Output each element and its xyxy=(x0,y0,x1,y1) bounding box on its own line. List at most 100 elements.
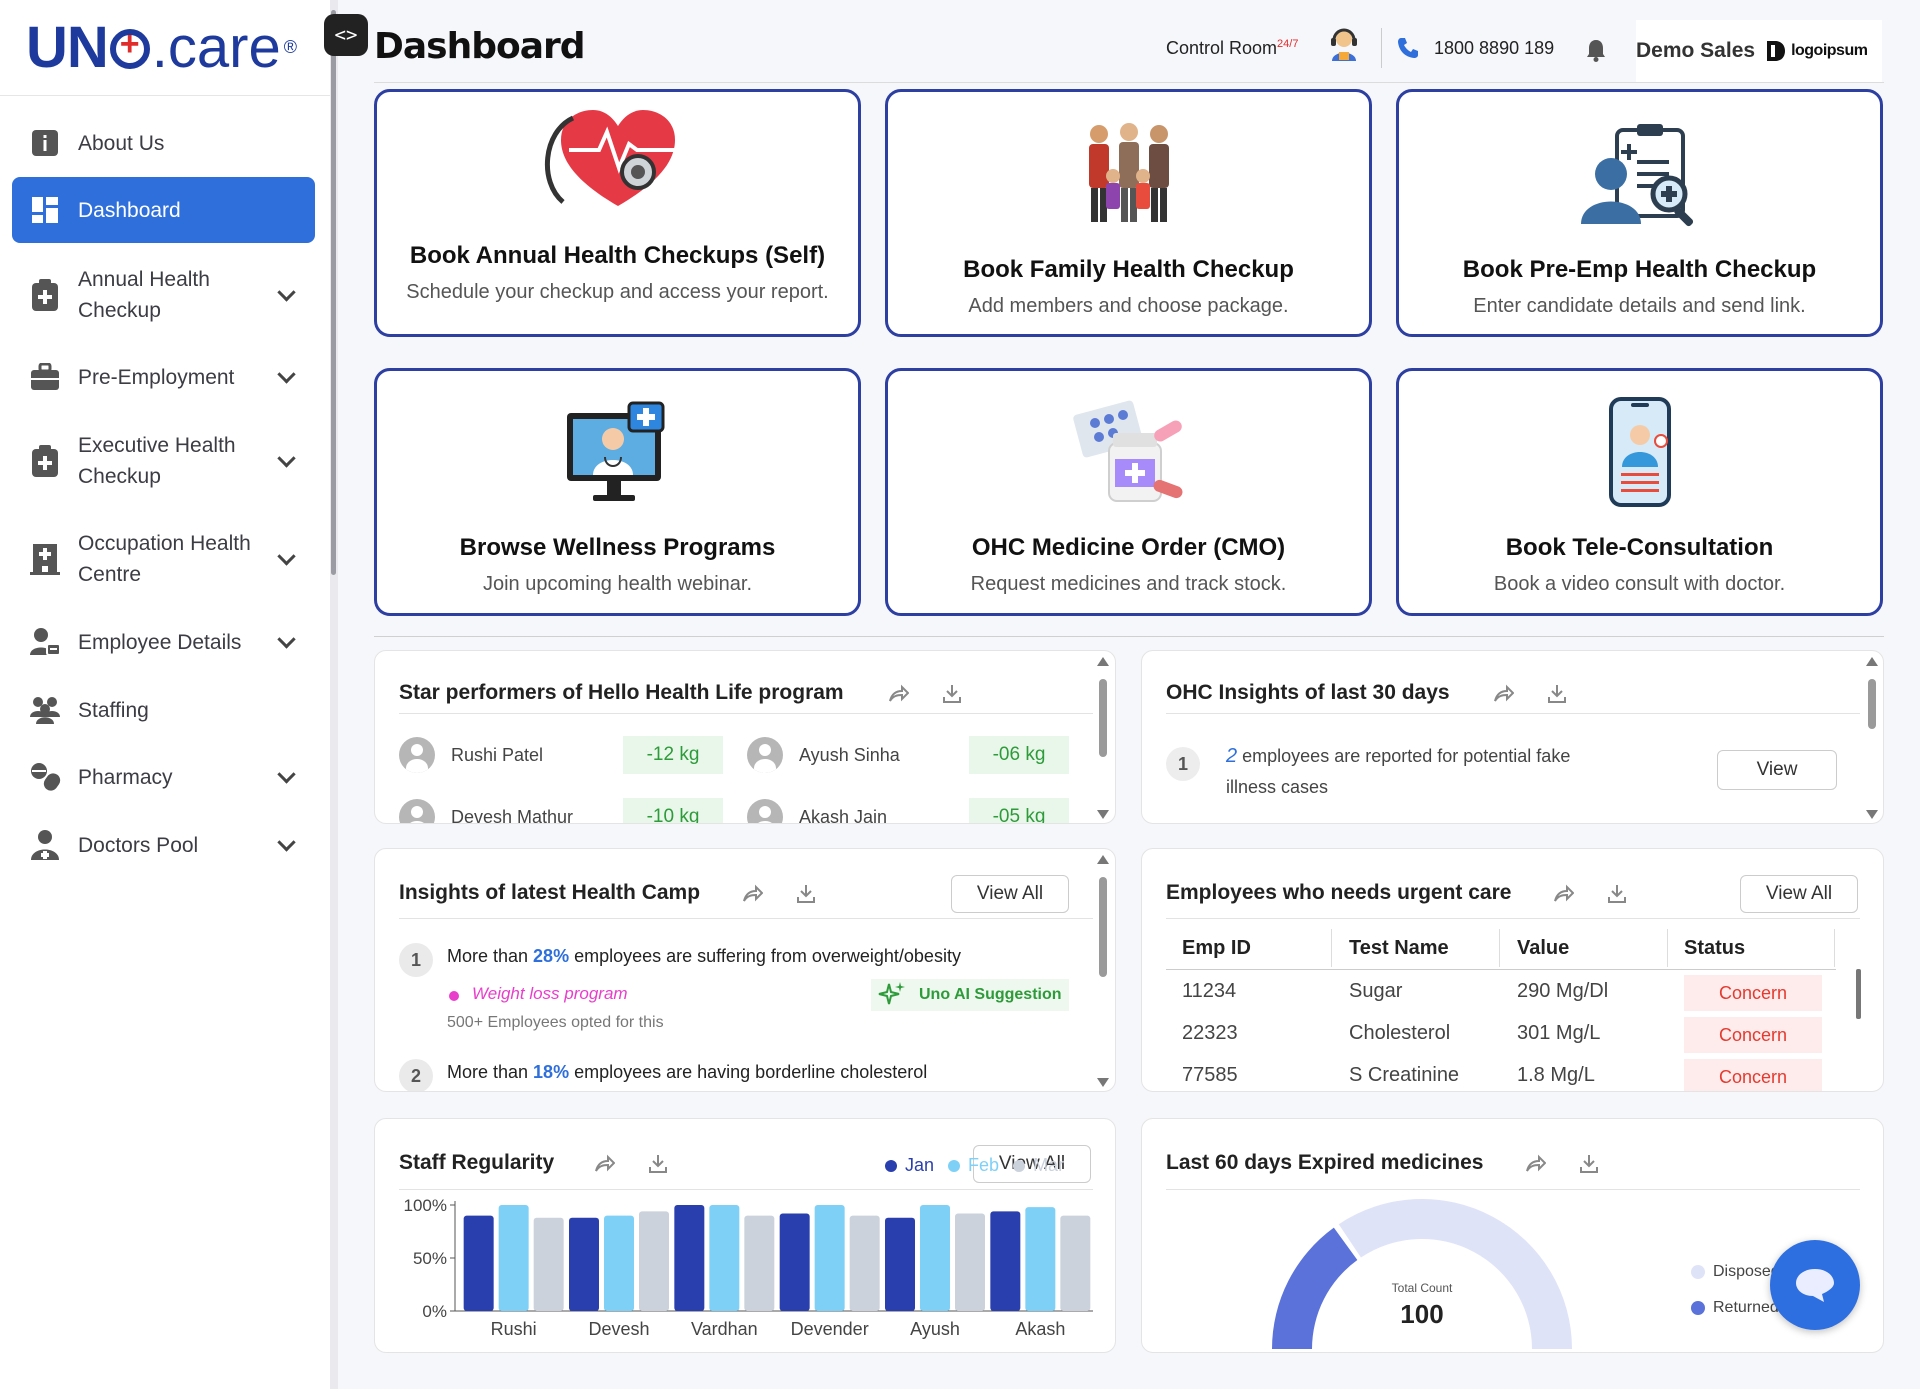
bar-mar-akash xyxy=(1060,1215,1091,1311)
share-icon[interactable] xyxy=(1492,683,1514,705)
legend-label[interactable]: Jan xyxy=(905,1155,935,1175)
sparkle-icon xyxy=(878,982,905,1005)
chevron-down-icon[interactable] xyxy=(277,630,296,649)
view-all-button[interactable]: View All xyxy=(951,875,1069,913)
group-icon xyxy=(28,693,62,727)
insight-pre: More than xyxy=(447,946,534,966)
gauge-total-value: 100 xyxy=(1400,1299,1444,1329)
avatar xyxy=(399,737,435,773)
x-tick-label: Devesh xyxy=(588,1319,649,1339)
program-dot xyxy=(449,991,459,1001)
card-family-health-checkup[interactable]: Book Family Health Checkup Add members a… xyxy=(885,89,1372,337)
legend-label[interactable]: Mar xyxy=(1033,1155,1065,1175)
view-button[interactable]: View xyxy=(1717,750,1837,790)
legend-label[interactable]: Feb xyxy=(968,1155,1000,1175)
card-title: Book Family Health Checkup xyxy=(963,256,1294,283)
program-name[interactable]: Weight loss program xyxy=(472,984,628,1003)
column-divider xyxy=(1331,929,1332,967)
chevron-down-icon[interactable] xyxy=(277,365,296,384)
sidebar-item-employee-details[interactable]: Employee Details xyxy=(12,617,315,667)
control-room-label[interactable]: Control Room24/7 xyxy=(1166,38,1298,59)
y-tick-label: 100% xyxy=(404,1196,447,1215)
sidebar-item-doctors-pool[interactable]: Doctors Pool xyxy=(12,820,315,870)
phone-icon[interactable] xyxy=(1396,36,1420,60)
panel-scrollbar[interactable] xyxy=(1866,657,1878,819)
panel-scrollbar[interactable] xyxy=(1097,657,1109,819)
panel-title: OHC Insights of last 30 days xyxy=(1166,681,1450,704)
brand-uno: UN xyxy=(26,14,109,80)
share-icon[interactable] xyxy=(593,1153,615,1175)
x-tick-label: Rushi xyxy=(491,1319,537,1339)
legend-item-returned[interactable]: Returned xyxy=(1691,1299,1779,1317)
brand-logo[interactable]: UN .care® xyxy=(26,12,297,82)
download-icon[interactable] xyxy=(941,683,963,705)
dashboard-icon xyxy=(28,193,62,227)
share-icon[interactable] xyxy=(1524,1153,1546,1175)
chevron-down-icon[interactable] xyxy=(277,765,296,784)
brand-cross-icon xyxy=(109,25,150,69)
employee-icon xyxy=(28,625,62,659)
share-icon[interactable] xyxy=(887,683,909,705)
view-all-button[interactable]: View All xyxy=(1740,875,1858,913)
chevron-down-icon[interactable] xyxy=(277,283,296,302)
sidebar-item-executive-health-checkup[interactable]: Executive Health Checkup xyxy=(12,424,315,498)
share-icon[interactable] xyxy=(1552,883,1574,905)
share-icon[interactable] xyxy=(741,883,763,905)
download-icon[interactable] xyxy=(1578,1153,1600,1175)
gauge-segment-returned[interactable] xyxy=(1272,1227,1358,1349)
legend-item-disposed[interactable]: Disposed xyxy=(1691,1263,1780,1281)
sidebar-item-label: Executive Health Checkup xyxy=(78,434,236,488)
chevron-down-icon[interactable] xyxy=(277,833,296,852)
bar-feb-vardhan xyxy=(709,1205,740,1311)
helpline-number[interactable]: 1800 8890 189 xyxy=(1434,38,1555,58)
x-tick-label: Devender xyxy=(791,1319,869,1339)
bar-feb-ayush xyxy=(920,1205,950,1311)
download-icon[interactable] xyxy=(795,883,817,905)
download-icon[interactable] xyxy=(647,1153,669,1175)
user-menu[interactable]: Demo Sales logoipsum xyxy=(1636,20,1882,82)
ai-suggestion-label: Uno AI Suggestion xyxy=(919,986,1062,1003)
card-title: Browse Wellness Programs xyxy=(459,534,776,561)
test-name: S Creatinine xyxy=(1349,1064,1460,1086)
performer-name: Devesh Mathur xyxy=(451,807,574,824)
panel-divider xyxy=(399,918,1093,919)
insight-post: employees are suffering from overweight/… xyxy=(569,946,961,966)
sidebar-toggle-button[interactable]: <> xyxy=(324,14,368,56)
support-agent-icon[interactable] xyxy=(1328,28,1360,62)
ai-suggestion-badge[interactable]: Uno AI Suggestion xyxy=(871,979,1069,1011)
sidebar-item-dashboard[interactable]: Dashboard xyxy=(12,177,315,243)
sidebar-item-annual-health-checkup[interactable]: Annual Health Checkup xyxy=(12,258,315,332)
download-icon[interactable] xyxy=(1546,683,1568,705)
card-wellness-programs[interactable]: Browse Wellness Programs Join upcoming h… xyxy=(374,368,861,616)
control-room-text: Control Room xyxy=(1166,38,1278,58)
chat-button[interactable] xyxy=(1770,1240,1860,1330)
insight-desc: employees are reported for potential fak… xyxy=(1226,746,1571,797)
sidebar-item-occupation-health-centre[interactable]: Occupation Health Centre xyxy=(12,522,315,596)
gauge-segment-disposed[interactable] xyxy=(1338,1199,1572,1349)
download-icon[interactable] xyxy=(1606,883,1628,905)
sidebar-scrollbar[interactable] xyxy=(330,0,338,1389)
chevron-down-icon[interactable] xyxy=(277,449,296,468)
card-pre-emp-health-checkup[interactable]: Book Pre-Emp Health Checkup Enter candid… xyxy=(1396,89,1883,337)
medical-kit-icon xyxy=(28,278,62,312)
panel-title: Employees who needs urgent care xyxy=(1166,881,1512,904)
gauge-total-label: Total Count xyxy=(1391,1281,1453,1295)
card-title: Book Pre-Emp Health Checkup xyxy=(1462,256,1817,283)
card-tele-consultation[interactable]: Book Tele-Consultation Book a video cons… xyxy=(1396,368,1883,616)
sidebar-scrollbar-thumb[interactable] xyxy=(331,10,336,575)
table-scrollbar-thumb[interactable] xyxy=(1856,969,1861,1019)
legend-swatch xyxy=(1013,1159,1026,1172)
card-annual-health-checkup[interactable]: Book Annual Health Checkups (Self) Sched… xyxy=(374,89,861,337)
panel-scrollbar[interactable] xyxy=(1097,855,1109,1087)
performer-name: Akash Jain xyxy=(799,807,888,824)
sidebar-item-about-us[interactable]: About Us xyxy=(12,118,315,168)
sidebar-item-staffing[interactable]: Staffing xyxy=(12,685,315,735)
bell-icon[interactable] xyxy=(1585,38,1607,62)
card-ohc-medicine-order[interactable]: OHC Medicine Order (CMO) Request medicin… xyxy=(885,368,1372,616)
section-divider xyxy=(374,636,1884,637)
column-header: Emp ID xyxy=(1182,937,1251,959)
card-subtitle: Join upcoming health webinar. xyxy=(482,573,753,595)
chevron-down-icon[interactable] xyxy=(277,547,296,566)
sidebar-item-pre-employment[interactable]: Pre-Employment xyxy=(12,352,315,402)
sidebar-item-pharmacy[interactable]: Pharmacy xyxy=(12,752,315,802)
